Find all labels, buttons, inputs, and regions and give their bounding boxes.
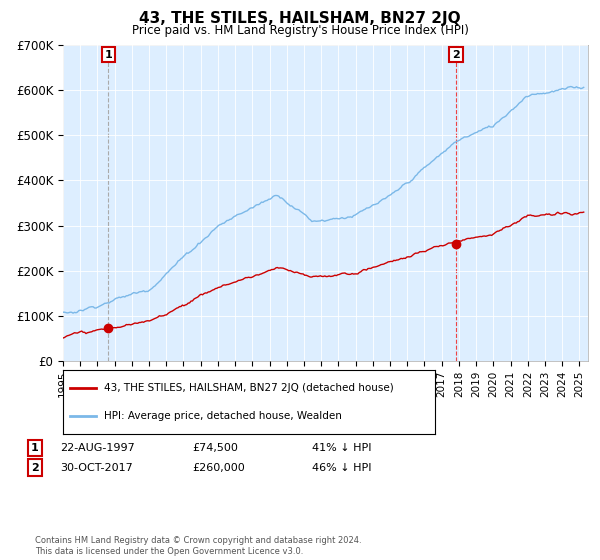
Text: HPI: Average price, detached house, Wealden: HPI: Average price, detached house, Weal… bbox=[104, 411, 342, 421]
Text: Price paid vs. HM Land Registry's House Price Index (HPI): Price paid vs. HM Land Registry's House … bbox=[131, 24, 469, 37]
Text: 43, THE STILES, HAILSHAM, BN27 2JQ: 43, THE STILES, HAILSHAM, BN27 2JQ bbox=[139, 11, 461, 26]
Text: 30-OCT-2017: 30-OCT-2017 bbox=[60, 463, 133, 473]
Text: 46% ↓ HPI: 46% ↓ HPI bbox=[312, 463, 371, 473]
Text: 1: 1 bbox=[31, 443, 38, 453]
Text: £260,000: £260,000 bbox=[192, 463, 245, 473]
Text: Contains HM Land Registry data © Crown copyright and database right 2024.
This d: Contains HM Land Registry data © Crown c… bbox=[35, 536, 361, 556]
Text: 2: 2 bbox=[31, 463, 38, 473]
Text: £74,500: £74,500 bbox=[192, 443, 238, 453]
Text: 41% ↓ HPI: 41% ↓ HPI bbox=[312, 443, 371, 453]
Text: 1: 1 bbox=[104, 49, 112, 59]
Text: 43, THE STILES, HAILSHAM, BN27 2JQ (detached house): 43, THE STILES, HAILSHAM, BN27 2JQ (deta… bbox=[104, 382, 394, 393]
Text: 22-AUG-1997: 22-AUG-1997 bbox=[60, 443, 135, 453]
Text: 2: 2 bbox=[452, 49, 460, 59]
